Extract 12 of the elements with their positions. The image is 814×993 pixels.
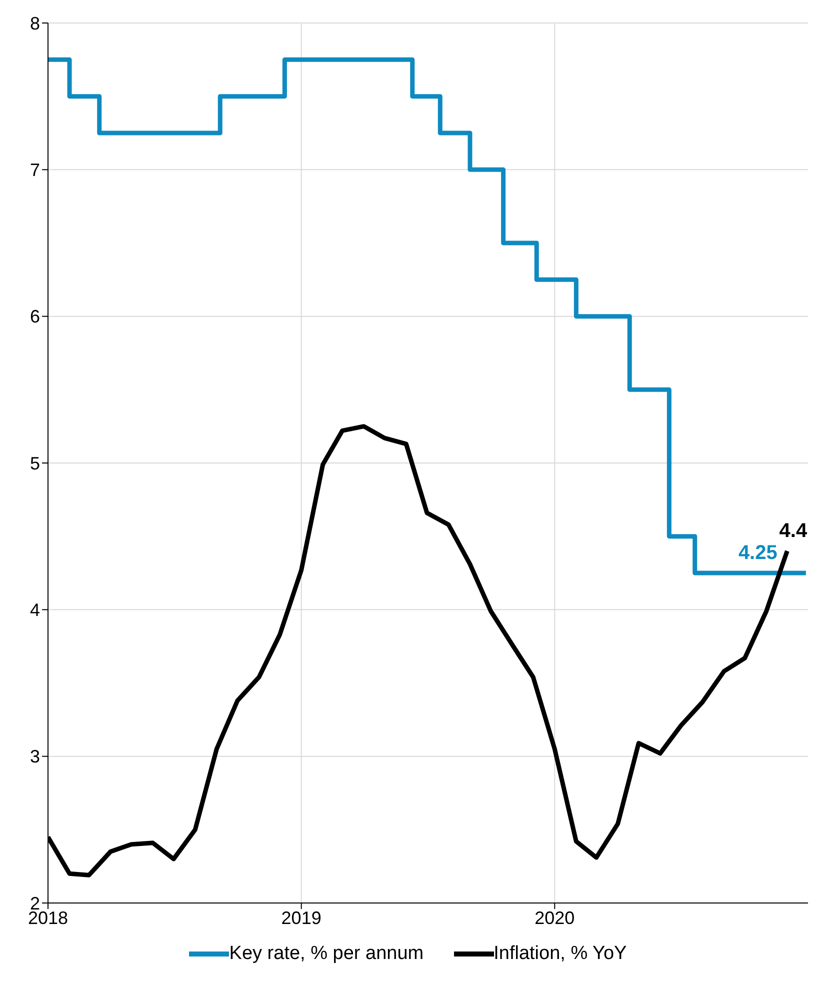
- y-tick-label: 5: [30, 453, 40, 474]
- data-label: 4.4: [779, 520, 808, 542]
- legend-label: Inflation, % YoY: [494, 943, 627, 965]
- y-tick-label: 4: [30, 600, 40, 620]
- y-tick-label: 6: [30, 306, 40, 327]
- legend-label: Key rate, % per annum: [229, 943, 424, 965]
- x-tick-label: 2020: [534, 908, 575, 928]
- y-tick-label: 7: [30, 160, 40, 180]
- y-tick-label: 3: [30, 746, 40, 767]
- data-label: 4.25: [738, 542, 778, 564]
- x-tick-label: 2019: [281, 908, 322, 928]
- y-tick-label: 8: [30, 13, 40, 34]
